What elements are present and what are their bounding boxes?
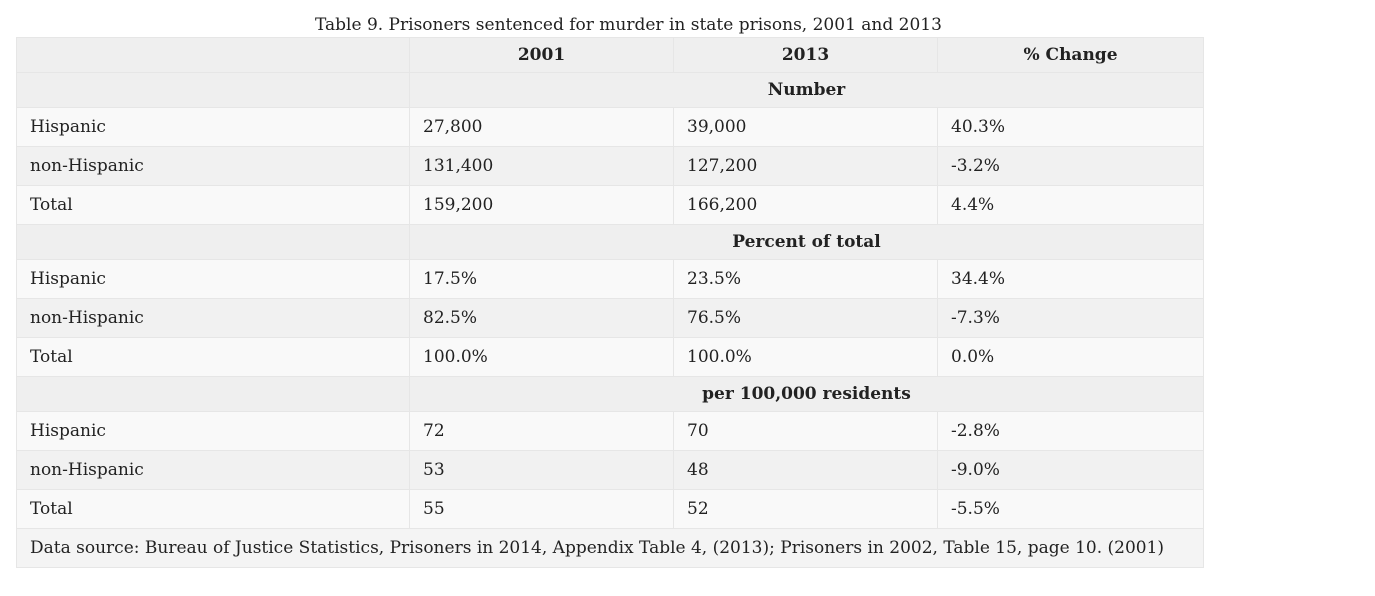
table-cell: 70	[673, 411, 938, 451]
table-row: Total 100.0% 100.0% 0.0%	[16, 337, 1204, 377]
table-cell: 39,000	[673, 107, 938, 147]
table-cell: 55	[409, 489, 674, 529]
table-row: Total 55 52 -5.5%	[16, 489, 1204, 529]
row-label-cell: Total	[16, 337, 410, 377]
table-row: Hispanic 72 70 -2.8%	[16, 411, 1204, 451]
source-row: Data source: Bureau of Justice Statistic…	[16, 528, 1204, 568]
table-cell: -2.8%	[937, 411, 1204, 451]
section-header-row: Percent of total	[16, 224, 1204, 260]
table-cell: -3.2%	[937, 146, 1204, 186]
table-cell: 52	[673, 489, 938, 529]
section-title: Number	[409, 72, 1204, 108]
header-cell-blank	[16, 37, 410, 73]
table-cell: 48	[673, 450, 938, 490]
table-row: Hispanic 17.5% 23.5% 34.4%	[16, 259, 1204, 299]
row-label-cell: Total	[16, 489, 410, 529]
section-blank-cell	[16, 376, 410, 412]
table-cell: 166,200	[673, 185, 938, 225]
table-cell: -7.3%	[937, 298, 1204, 338]
row-label-cell: Hispanic	[16, 107, 410, 147]
table-cell: 76.5%	[673, 298, 938, 338]
row-label-cell: non-Hispanic	[16, 298, 410, 338]
table-cell: 34.4%	[937, 259, 1204, 299]
table-cell: 100.0%	[673, 337, 938, 377]
data-table: 2001 2013 % Change Number Hispanic 27,800 3…	[16, 37, 1204, 568]
section-title: Percent of total	[409, 224, 1204, 260]
table-cell: 131,400	[409, 146, 674, 186]
table-row: non-Hispanic 131,400 127,200 -3.2%	[16, 146, 1204, 186]
table-cell: 53	[409, 450, 674, 490]
section-blank-cell	[16, 224, 410, 260]
table-body: 2001 2013 % Change Number Hispanic 27,800 3…	[16, 37, 1204, 568]
header-row: 2001 2013 % Change	[16, 37, 1204, 73]
row-label-cell: non-Hispanic	[16, 146, 410, 186]
header-cell-change: % Change	[937, 37, 1204, 73]
table-cell: -9.0%	[937, 450, 1204, 490]
table-cell: 82.5%	[409, 298, 674, 338]
table-row: Hispanic 27,800 39,000 40.3%	[16, 107, 1204, 147]
table-row: Total 159,200 166,200 4.4%	[16, 185, 1204, 225]
table-cell: 100.0%	[409, 337, 674, 377]
section-title: per 100,000 residents	[409, 376, 1204, 412]
table-cell: 4.4%	[937, 185, 1204, 225]
table-cell: 0.0%	[937, 337, 1204, 377]
row-label-cell: Hispanic	[16, 259, 410, 299]
section-blank-cell	[16, 72, 410, 108]
table-cell: 27,800	[409, 107, 674, 147]
header-cell-2001: 2001	[409, 37, 674, 73]
section-header-row: per 100,000 residents	[16, 376, 1204, 412]
table-cell: 127,200	[673, 146, 938, 186]
section-header-row: Number	[16, 72, 1204, 108]
row-label-cell: non-Hispanic	[16, 450, 410, 490]
table-row: non-Hispanic 82.5% 76.5% -7.3%	[16, 298, 1204, 338]
row-label-cell: Total	[16, 185, 410, 225]
table-cell: 159,200	[409, 185, 674, 225]
table-row: non-Hispanic 53 48 -9.0%	[16, 450, 1204, 490]
header-cell-2013: 2013	[673, 37, 938, 73]
table-cell: 72	[409, 411, 674, 451]
table-cell: -5.5%	[937, 489, 1204, 529]
table-caption-text: Table 9. Prisoners sentenced for murder …	[315, 15, 942, 35]
table-cell: 23.5%	[673, 259, 938, 299]
table-cell: 40.3%	[937, 107, 1204, 147]
source-note: Data source: Bureau of Justice Statistic…	[16, 528, 1204, 568]
row-label-cell: Hispanic	[16, 411, 410, 451]
table-cell: 17.5%	[409, 259, 674, 299]
